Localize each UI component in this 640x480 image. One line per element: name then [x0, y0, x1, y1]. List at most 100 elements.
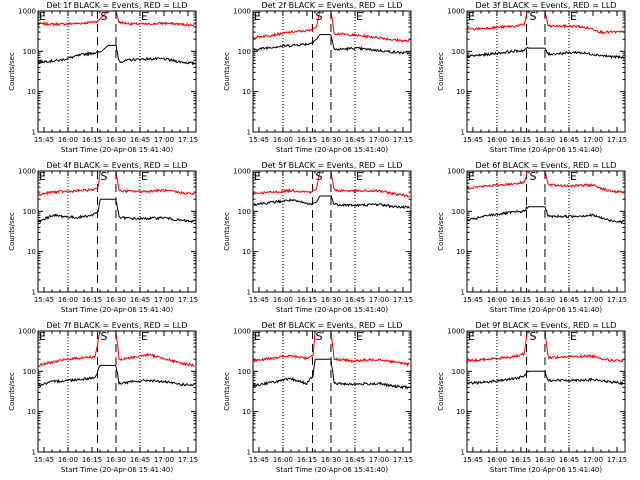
y-tick-label: 1000 [18, 8, 36, 16]
end-marker-label: E [570, 170, 577, 183]
y-tick-label: 1 [32, 129, 36, 137]
x-tick-label: 16:15 [82, 136, 102, 144]
panel-det-6: Det 6f BLACK = Events, RED = LLD Counts/s… [437, 161, 627, 314]
plot-frame [466, 10, 626, 133]
end-marker-label: E [141, 170, 148, 183]
x-tick-label: 16:15 [82, 296, 102, 304]
x-axis-label: Start Time (20-Apr-06 15:41:40) [490, 306, 602, 314]
x-tick-label: 16:00 [58, 456, 78, 464]
x-tick-label: 16:30 [535, 456, 555, 464]
start-marker-label: E [468, 10, 475, 23]
mid-marker-label: S [101, 170, 108, 183]
end-marker-label: E [356, 330, 363, 343]
x-tick-label: 16:30 [321, 456, 341, 464]
start-marker-label: E [254, 330, 261, 343]
panel-det-3: Det 3f BLACK = Events, RED = LLD Counts/s… [437, 1, 627, 154]
panel-det-2: Det 2f BLACK = Events, RED = LLD Counts/s… [223, 1, 413, 154]
y-axis-label: Counts/sec [223, 52, 231, 91]
panel-det-4: Det 4f BLACK = Events, RED = LLD Counts/s… [8, 161, 198, 314]
y-axis-label: Counts/sec [223, 212, 231, 251]
mid-marker-label: S [316, 10, 323, 23]
y-tick-label: 100 [238, 48, 251, 56]
x-tick-label: 17:15 [607, 136, 627, 144]
x-tick-label: 17:15 [393, 136, 413, 144]
mid-marker-label: S [530, 10, 537, 23]
y-tick-label: 1 [32, 449, 36, 457]
end-marker-label: E [356, 170, 363, 183]
x-tick-label: 16:00 [273, 296, 293, 304]
events-series-line [466, 46, 625, 60]
plot-frame [252, 170, 412, 293]
panel-det-8: Det 8f BLACK = Events, RED = LLD Counts/s… [223, 321, 413, 474]
panel-title: Det 4f BLACK = Events, RED = LLD [46, 161, 187, 170]
x-tick-label: 16:15 [297, 456, 317, 464]
x-tick-label: 16:45 [130, 296, 150, 304]
x-tick-label: 16:30 [321, 136, 341, 144]
y-tick-label: 1000 [233, 8, 251, 16]
x-tick-label: 16:00 [273, 136, 293, 144]
y-tick-label: 1 [461, 449, 465, 457]
start-marker-label: E [39, 10, 46, 23]
start-marker-label: E [468, 170, 475, 183]
y-tick-label: 10 [242, 88, 251, 96]
panel-title: Det 7f BLACK = Events, RED = LLD [46, 321, 187, 330]
x-tick-label: 17:00 [369, 136, 389, 144]
panel-title: Det 1f BLACK = Events, RED = LLD [46, 1, 187, 10]
end-marker-label: E [570, 10, 577, 23]
x-tick-label: 15:45 [249, 296, 269, 304]
y-axis-label: Counts/sec [437, 212, 445, 251]
x-tick-label: 17:15 [393, 296, 413, 304]
y-tick-label: 10 [27, 88, 36, 96]
x-tick-label: 16:00 [487, 456, 507, 464]
x-axis-label: Start Time (20-Apr-06 15:41:40) [61, 306, 173, 314]
mid-marker-label: S [530, 330, 537, 343]
x-tick-label: 15:45 [463, 136, 483, 144]
x-tick-label: 15:45 [249, 136, 269, 144]
panel-det-5: Det 5f BLACK = Events, RED = LLD Counts/s… [223, 161, 413, 314]
plot-frame [466, 170, 626, 293]
x-axis-label: Start Time (20-Apr-06 15:41:40) [276, 146, 388, 154]
x-tick-label: 17:00 [583, 136, 603, 144]
start-marker-label: E [468, 330, 475, 343]
y-tick-label: 10 [456, 248, 465, 256]
x-tick-label: 17:15 [393, 456, 413, 464]
y-tick-label: 100 [23, 48, 36, 56]
panel-det-1: Det 1f BLACK = Events, RED = LLD Counts/s… [8, 1, 198, 154]
y-tick-label: 10 [242, 248, 251, 256]
x-tick-label: 17:00 [369, 296, 389, 304]
end-marker-label: E [570, 330, 577, 343]
x-tick-label: 17:15 [178, 296, 198, 304]
plot-frame [466, 330, 626, 453]
mid-marker-label: S [101, 10, 108, 23]
mid-marker-label: S [316, 170, 323, 183]
y-tick-label: 100 [452, 48, 465, 56]
x-axis-label: Start Time (20-Apr-06 15:41:40) [276, 466, 388, 474]
x-tick-label: 16:15 [297, 136, 317, 144]
x-tick-label: 16:00 [58, 136, 78, 144]
events-series-line [252, 358, 410, 390]
x-axis-label: Start Time (20-Apr-06 15:41:40) [490, 466, 602, 474]
x-tick-label: 16:00 [58, 296, 78, 304]
x-tick-label: 16:15 [511, 456, 531, 464]
panel-title: Det 8f BLACK = Events, RED = LLD [261, 321, 402, 330]
y-tick-label: 1000 [233, 168, 251, 176]
x-tick-label: 15:45 [249, 456, 269, 464]
events-series-line [37, 44, 195, 66]
y-axis-label: Counts/sec [437, 52, 445, 91]
y-tick-label: 1 [461, 129, 465, 137]
x-tick-label: 16:00 [487, 296, 507, 304]
y-axis-label: Counts/sec [8, 212, 16, 251]
end-marker-label: E [356, 10, 363, 23]
x-tick-label: 15:45 [463, 296, 483, 304]
start-marker-label: E [254, 170, 261, 183]
x-tick-label: 16:30 [106, 136, 126, 144]
x-tick-label: 17:00 [154, 296, 174, 304]
mid-marker-label: S [316, 330, 323, 343]
x-tick-label: 16:00 [273, 456, 293, 464]
y-tick-label: 1000 [18, 328, 36, 336]
events-series-line [38, 364, 195, 387]
x-tick-label: 17:00 [583, 456, 603, 464]
x-tick-label: 17:15 [178, 456, 198, 464]
y-tick-label: 100 [452, 208, 465, 216]
